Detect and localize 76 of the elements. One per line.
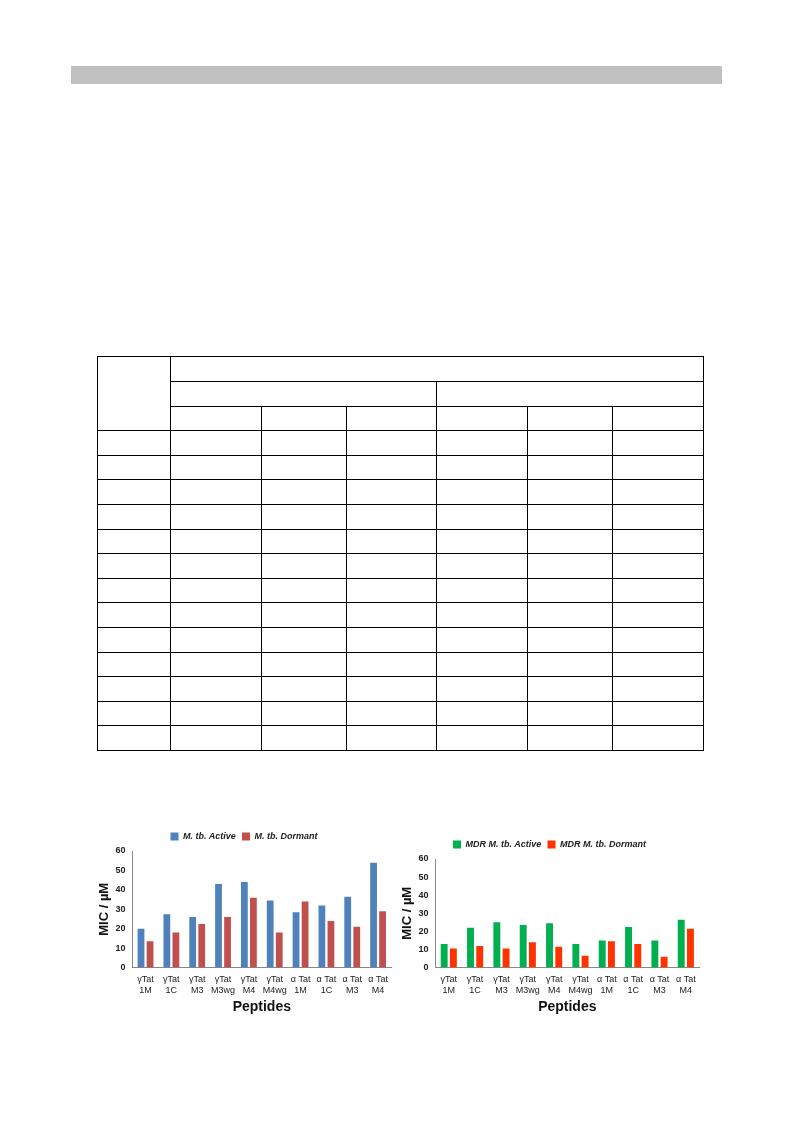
y-tick-label: 10 (418, 943, 429, 954)
x-tick-label: α Tat M3 (342, 974, 363, 996)
x-tick-label: γTat M3 (188, 974, 206, 996)
bar (353, 926, 361, 968)
x-tick-label: α Tat M4 (675, 974, 697, 996)
x-tick-label: γTat M4wg (262, 974, 287, 996)
y-tick-label: 40 (418, 889, 429, 900)
bar (677, 919, 685, 968)
bar (607, 941, 615, 968)
bar (528, 942, 536, 968)
y-tick-label: 60 (115, 845, 126, 856)
bar (581, 955, 589, 968)
x-tick-label: γTat 1M (440, 974, 458, 996)
bar (476, 945, 484, 968)
bar (467, 927, 474, 968)
bar (250, 897, 257, 968)
bar (651, 940, 659, 968)
x-axis-title: Peptides (232, 998, 292, 1015)
bar (440, 944, 448, 968)
legend-label: M. tb. Dormant (254, 830, 319, 841)
x-tick-label: γTat M4wg (568, 974, 593, 996)
bar (686, 928, 694, 968)
y-tick-label: 10 (115, 942, 126, 953)
y-tick-label: 20 (115, 923, 126, 934)
bar (318, 905, 326, 968)
x-tick-label: γTat M4 (240, 974, 258, 996)
y-tick-label: 50 (418, 871, 429, 882)
bar (502, 948, 510, 968)
legend-label: M. tb. Active (183, 830, 236, 841)
bar (519, 925, 527, 968)
bar (163, 914, 171, 968)
x-tick-label: α Tat 1M (290, 974, 311, 996)
x-tick-label: γTat 1C (163, 974, 181, 996)
y-tick-label: 20 (418, 925, 429, 936)
y-tick-label: 60 (418, 853, 429, 864)
x-tick-label: γTat M3wg (211, 974, 236, 996)
bar (625, 926, 632, 968)
y-tick-label: 0 (423, 962, 429, 973)
y-tick-label: 40 (115, 884, 126, 895)
x-tick-label: γTat M3wg (515, 974, 540, 996)
legend-label: MDR M. tb. Active (465, 838, 542, 849)
bar (266, 900, 274, 968)
bar (275, 932, 283, 968)
y-axis-title: MIC / µM (399, 886, 415, 940)
y-tick-label: 50 (115, 864, 126, 875)
x-tick-label: γTat 1M (137, 974, 155, 996)
y-tick-label: 0 (120, 962, 126, 973)
bar (370, 862, 377, 968)
x-tick-label: α Tat M4 (368, 974, 389, 996)
bar (198, 923, 206, 968)
y-tick-label: 30 (115, 903, 126, 914)
bar (240, 882, 248, 968)
bar (546, 923, 553, 968)
y-tick-label: 30 (418, 907, 429, 918)
x-tick-label: γTat 1C (466, 974, 484, 996)
y-axis-title: MIC / µM (96, 882, 112, 936)
bar (449, 948, 457, 968)
bar (493, 922, 501, 968)
bar (344, 896, 352, 968)
bar (598, 940, 606, 968)
bar (224, 917, 231, 968)
x-tick-label: γTat M3 (493, 974, 511, 996)
x-axis-title: Peptides (538, 998, 597, 1015)
x-tick-label: α Tat 1C (316, 974, 337, 996)
x-tick-label: α Tat 1M (596, 974, 618, 996)
bar (215, 884, 222, 968)
bar (379, 911, 386, 968)
bar (660, 956, 668, 968)
legend-label: MDR M. tb. Dormant (560, 838, 647, 849)
bar (189, 917, 197, 968)
bar (555, 946, 563, 968)
bar (572, 944, 580, 968)
x-tick-label: α Tat 1C (623, 974, 644, 996)
x-tick-label: α Tat M3 (649, 974, 670, 996)
x-tick-label: γTat M4 (545, 974, 563, 996)
bar (634, 944, 642, 968)
